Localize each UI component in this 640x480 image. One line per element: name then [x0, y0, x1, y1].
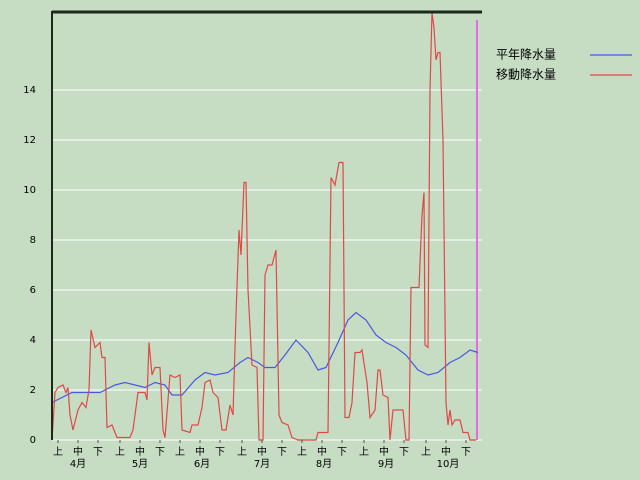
x-tick-label: 中	[257, 445, 267, 458]
legend-label: 移動降水量	[496, 68, 556, 82]
y-tick-label: 12	[23, 135, 36, 146]
x-tick-label: 下	[399, 447, 409, 458]
y-tick-label: 14	[23, 85, 36, 96]
y-tick-label: 2	[30, 385, 36, 396]
x-tick-label: 中	[441, 445, 451, 458]
x-tick-label: 中	[379, 445, 389, 458]
x-tick-label: 上	[297, 446, 307, 458]
x-tick-label: 下	[155, 447, 165, 458]
x-tick-label: 上	[237, 446, 247, 458]
x-tick-label: 上	[53, 446, 63, 458]
series-line	[52, 311, 479, 404]
month-label: 9月	[378, 458, 394, 470]
x-tick-label: 下	[337, 447, 347, 458]
month-label: 4月	[70, 458, 86, 470]
x-tick-label: 下	[461, 447, 471, 458]
month-label: 10月	[437, 458, 460, 470]
labels: 02468101214上中下上中下上中下上中下上中下上中下上中下4月 5月 6月 7月…	[23, 85, 471, 470]
month-label: 8月	[316, 458, 332, 470]
x-tick-label: 上	[115, 446, 125, 458]
x-tick-label: 中	[195, 445, 205, 458]
y-tick-label: 10	[23, 185, 36, 196]
legend-label: 平年降水量	[496, 48, 556, 62]
grid	[52, 89, 482, 441]
series-line	[52, 12, 476, 441]
y-tick-label: 4	[30, 335, 36, 346]
x-tick-label: 上	[421, 446, 431, 458]
x-tick-label: 中	[73, 445, 83, 458]
x-tick-label: 中	[317, 445, 327, 458]
x-tick-label: 下	[277, 447, 287, 458]
x-tick-label: 上	[359, 446, 369, 458]
month-label: 5月	[132, 458, 148, 470]
month-label: 6月	[194, 458, 210, 470]
x-tick-label: 上	[175, 446, 185, 458]
y-tick-label: 0	[30, 435, 36, 446]
month-label: 7月	[254, 458, 270, 470]
x-tick-label: 下	[93, 447, 103, 458]
y-tick-label: 6	[30, 285, 36, 296]
y-tick-label: 8	[30, 235, 36, 246]
plot-lines	[52, 12, 479, 441]
x-tick-label: 中	[135, 445, 145, 458]
x-tick-label: 下	[215, 447, 225, 458]
